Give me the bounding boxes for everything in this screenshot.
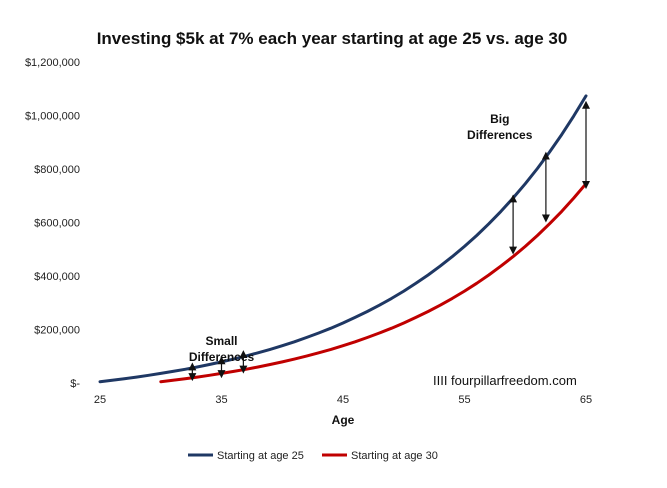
y-tick-label: $800,000: [34, 164, 80, 176]
annotation-small-line-1: Small: [205, 334, 237, 348]
y-tick-label: $1,000,000: [25, 111, 80, 123]
y-tick-label: $200,000: [34, 325, 80, 337]
series-line-starting-30: [159, 182, 588, 384]
x-axis-title: Age: [332, 413, 355, 427]
legend: Starting at age 25 Starting at age 30: [188, 450, 438, 462]
y-tick-label: $400,000: [34, 271, 80, 283]
y-tick-label: $1,200,000: [25, 57, 80, 69]
series-layer: [98, 94, 588, 384]
annotation-small-line-2: Differences: [189, 350, 255, 364]
legend-label-starting-25: Starting at age 25: [217, 450, 304, 462]
watermark: IIII fourpillarfreedom.com: [433, 373, 577, 388]
x-tick-label: 55: [458, 394, 470, 406]
y-tick-label: $-: [70, 378, 80, 390]
x-tick-label: 65: [580, 394, 592, 406]
y-tick-label: $600,000: [34, 218, 80, 230]
annotation-big-line-1: Big: [490, 112, 509, 126]
x-tick-label: 45: [337, 394, 349, 406]
legend-label-starting-30: Starting at age 30: [351, 450, 438, 462]
series-line-starting-25: [98, 94, 588, 384]
chart-title: Investing $5k at 7% each year starting a…: [97, 29, 568, 48]
x-tick-label: 25: [94, 394, 106, 406]
x-axis: 25 35 45 55 65: [94, 394, 592, 406]
annotation-big-line-2: Differences: [467, 128, 533, 142]
x-tick-label: 35: [215, 394, 227, 406]
y-axis: $- $200,000 $400,000 $600,000 $800,000 $1,000…: [25, 57, 80, 390]
difference-arrows: [188, 100, 590, 382]
